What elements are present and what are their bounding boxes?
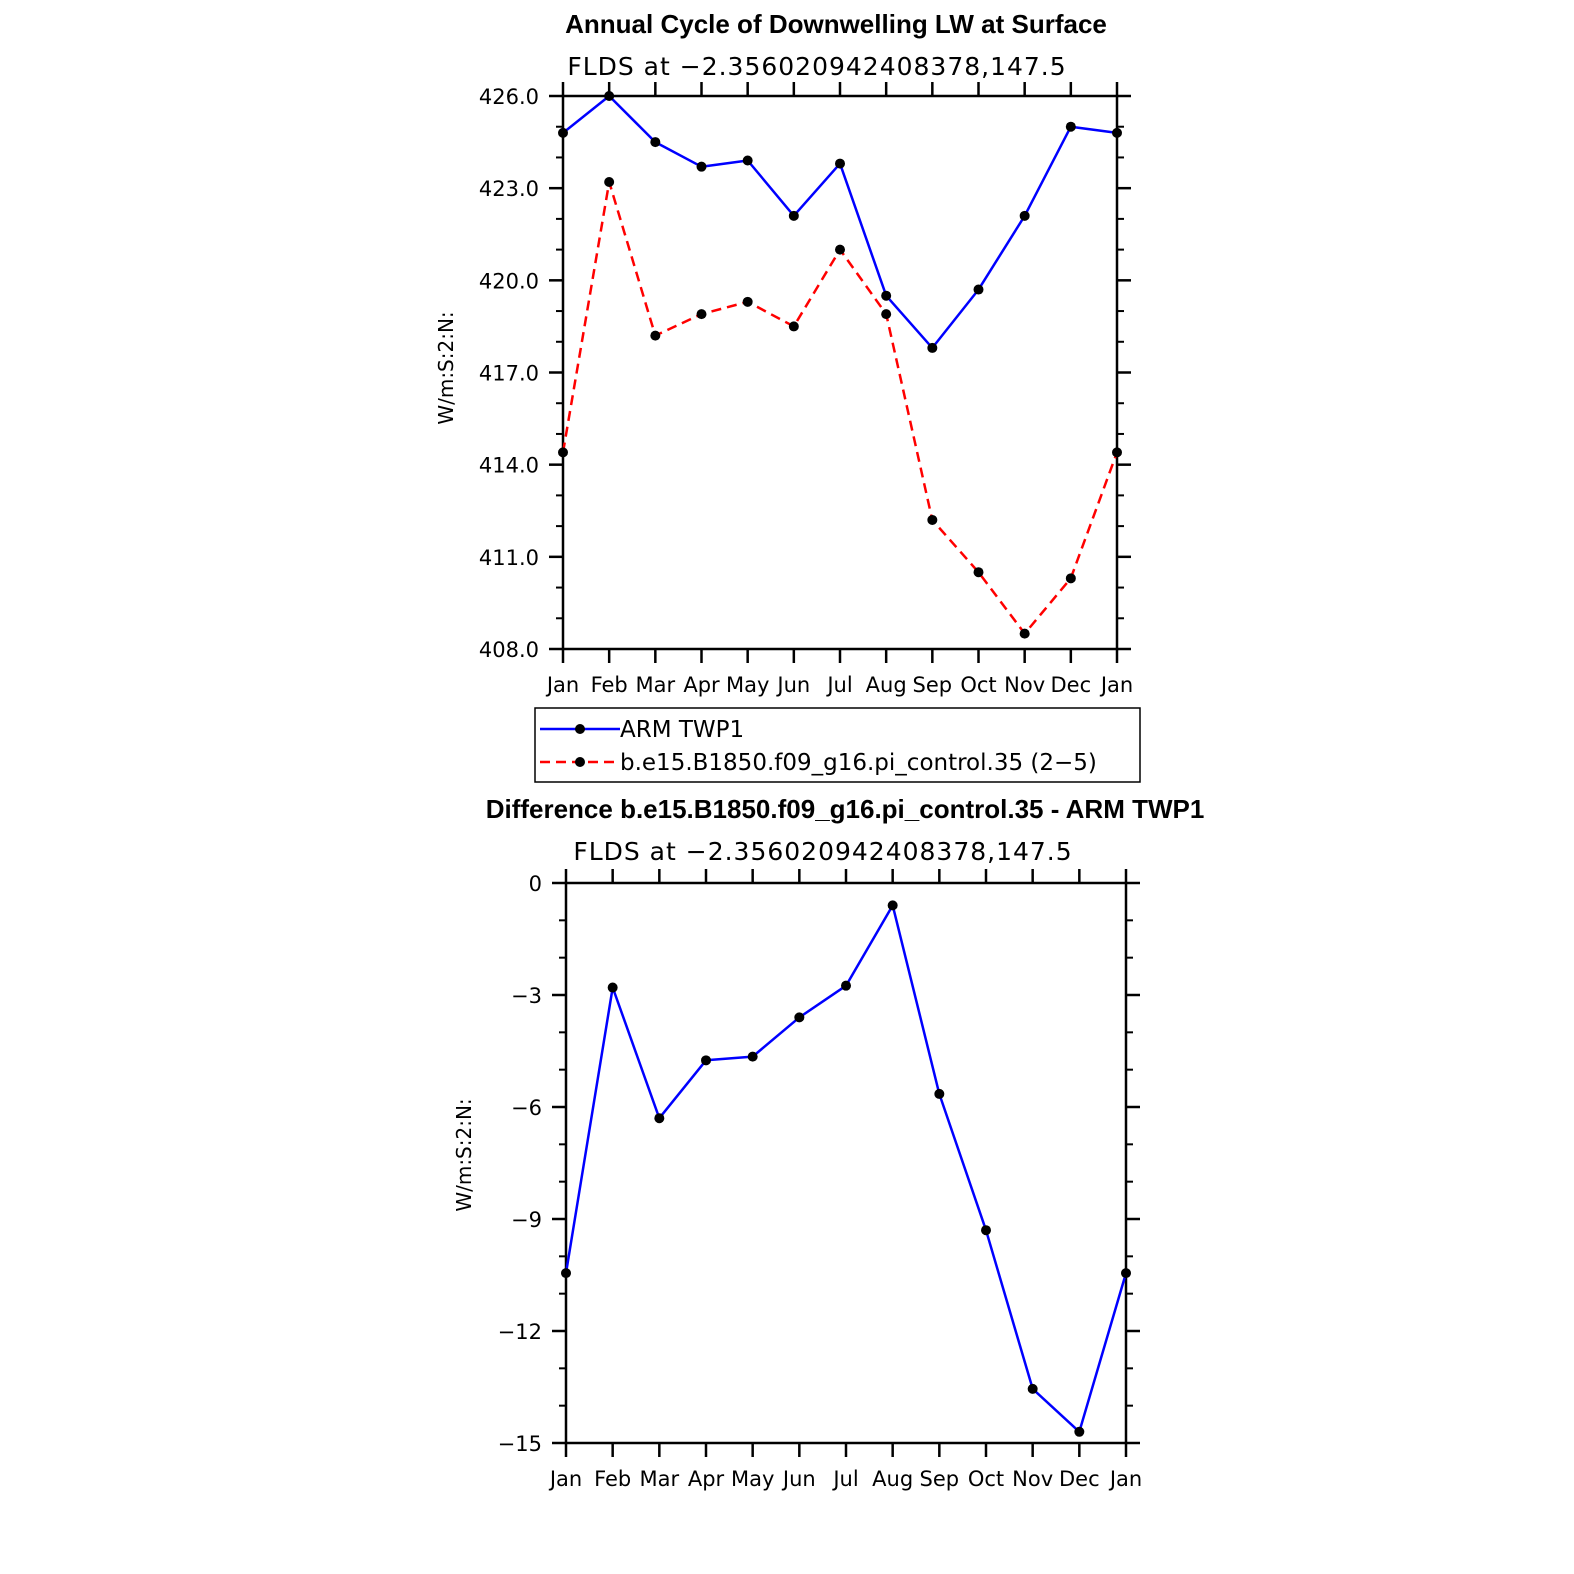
chart1-ylabel: W/m:S:2:N: bbox=[434, 311, 458, 424]
chart1-xtick-label: Jan bbox=[545, 673, 579, 697]
legend-label-arm: ARM TWP1 bbox=[620, 717, 744, 743]
chart1-series-point-0 bbox=[1019, 210, 1030, 221]
chart1-series-point-1 bbox=[650, 330, 661, 341]
chart1-series-point-0 bbox=[696, 161, 707, 172]
chart2-series-point-0 bbox=[841, 980, 851, 991]
chart1-xtick-label: Jun bbox=[775, 673, 810, 697]
chart1-xtick-label: Nov bbox=[1004, 673, 1045, 697]
chart1-plot: 408.0 411.0 414.0 417.0 420.0 423.0 426.0 Jan Fe… bbox=[479, 82, 1133, 697]
legend-marker-model bbox=[575, 757, 585, 767]
legend-marker-arm bbox=[575, 724, 585, 734]
chart1-ytick-label: 414.0 bbox=[479, 454, 539, 478]
chart2-xtick-label: Jan bbox=[1108, 1467, 1142, 1491]
chart2-series-point-0 bbox=[654, 1113, 665, 1124]
chart2-ytick-label: −12 bbox=[498, 1320, 542, 1344]
chart1-series-point-1 bbox=[835, 244, 845, 255]
chart1-series-point-0 bbox=[788, 210, 799, 221]
chart1-ytick-label: 420.0 bbox=[479, 269, 539, 293]
chart1-series-point-0 bbox=[973, 284, 984, 295]
chart2-ytick-label: −3 bbox=[511, 984, 542, 1008]
chart2-title: Difference b.e15.B1850.f09_g16.pi_contro… bbox=[486, 794, 1205, 824]
chart1-series-point-0 bbox=[1112, 127, 1122, 138]
chart1-xtick-label: Mar bbox=[636, 673, 676, 697]
chart2-ytick-label: −6 bbox=[511, 1096, 542, 1120]
chart1-series-point-0 bbox=[650, 137, 661, 148]
chart1-xtick-label: Dec bbox=[1051, 673, 1092, 697]
chart1-xtick-label: Aug bbox=[866, 673, 907, 697]
legend-box bbox=[534, 707, 1141, 783]
chart2-series-point-0 bbox=[934, 1088, 945, 1099]
chart2-series-point-0 bbox=[794, 1012, 805, 1023]
chart1-xtick-label: Jul bbox=[825, 673, 852, 697]
chart1-series-line-0 bbox=[562, 94, 1118, 350]
chart2-series-point-0 bbox=[561, 1268, 571, 1279]
chart1-series-point-0 bbox=[558, 127, 568, 138]
chart1-series-point-0 bbox=[881, 290, 892, 301]
chart1-ytick-label: 423.0 bbox=[479, 177, 539, 201]
chart1-series-point-1 bbox=[973, 567, 984, 578]
chart1-series-point-1 bbox=[742, 296, 753, 307]
chart1-series-point-1 bbox=[1019, 628, 1030, 639]
chart1-xtick-label: Apr bbox=[683, 673, 720, 697]
chart2-ytick-label: −9 bbox=[511, 1208, 542, 1232]
legend-label-model: b.e15.B1850.f09_g16.pi_control.35 (2−5) bbox=[620, 750, 1097, 776]
chart1-series-point-0 bbox=[1065, 121, 1076, 132]
chart2-ytick-label: 0 bbox=[529, 872, 542, 896]
chart1-title: Annual Cycle of Downwelling LW at Surfac… bbox=[565, 9, 1107, 39]
chart2-xtick-label: Jun bbox=[781, 1467, 816, 1491]
chart1-xtick-label: May bbox=[726, 673, 769, 697]
chart1-series-point-1 bbox=[696, 309, 707, 320]
chart1-xtick-label: Feb bbox=[591, 673, 628, 697]
chart1-subtitle: FLDS at −2.356020942408378,147.5 bbox=[567, 52, 1066, 81]
chart2-ytick-label: −15 bbox=[498, 1432, 542, 1456]
chart2-series-point-0 bbox=[747, 1051, 758, 1062]
chart2-xtick-label: Dec bbox=[1059, 1467, 1100, 1491]
chart2-xtick-label: Nov bbox=[1012, 1467, 1053, 1491]
chart1-series-point-1 bbox=[788, 321, 799, 332]
chart1-frame bbox=[561, 94, 1119, 651]
chart1-series-point-1 bbox=[881, 309, 892, 320]
chart1-ytick-label: 411.0 bbox=[479, 546, 539, 570]
chart1-series-point-0 bbox=[742, 155, 753, 166]
chart1-series-point-0 bbox=[604, 91, 615, 101]
chart2-xtick-label: Apr bbox=[688, 1467, 725, 1491]
chart1-xtick-label: Sep bbox=[913, 673, 953, 697]
chart2-xtick-label: Aug bbox=[872, 1467, 913, 1491]
chart2-series-point-0 bbox=[887, 900, 898, 911]
chart2-xtick-label: Jan bbox=[548, 1467, 582, 1491]
chart2-xtick-label: Jul bbox=[831, 1467, 858, 1491]
chart1-series-point-1 bbox=[1065, 573, 1076, 584]
chart2-series-point-0 bbox=[1027, 1383, 1038, 1394]
chart1-legend: ARM TWP1 b.e15.B1850.f09_g16.pi_control.… bbox=[534, 707, 1141, 783]
chart1-series-point-1 bbox=[604, 177, 615, 188]
chart2-xtick-label: Feb bbox=[594, 1467, 631, 1491]
chart1-xtick-label: Oct bbox=[960, 673, 996, 697]
chart2-xtick-label: Oct bbox=[968, 1467, 1004, 1491]
chart1-ytick-label: 426.0 bbox=[479, 85, 539, 109]
chart2-series-point-0 bbox=[701, 1055, 711, 1066]
chart2-xtick-label: May bbox=[731, 1467, 774, 1491]
chart1-ytick-label: 417.0 bbox=[479, 362, 539, 386]
chart2-xtick-label: Sep bbox=[920, 1467, 960, 1491]
chart2-ylabel: W/m:S:2:N: bbox=[452, 1098, 476, 1211]
chart1-series-point-0 bbox=[835, 158, 845, 169]
chart2-xtick-label: Mar bbox=[640, 1467, 680, 1491]
chart2-series-point-0 bbox=[981, 1225, 991, 1236]
chart2-series-point-0 bbox=[1074, 1426, 1085, 1437]
chart1-series-point-1 bbox=[558, 447, 568, 458]
chart2-plot: −15 −12 −9 −6 −3 0 Jan Feb Mar Apr May Jun Jul Aug Sep… bbox=[498, 869, 1142, 1491]
chart2-subtitle: FLDS at −2.356020942408378,147.5 bbox=[573, 837, 1072, 866]
chart2-series-point-0 bbox=[1121, 1268, 1131, 1279]
chart1-series-point-1 bbox=[927, 514, 938, 525]
chart1-xtick-label: Jan bbox=[1099, 673, 1133, 697]
chart1-ytick-label: 408.0 bbox=[479, 638, 539, 662]
chart2-frame bbox=[564, 881, 1128, 1445]
chart1-series-point-1 bbox=[1112, 447, 1122, 458]
chart1-series-point-0 bbox=[927, 342, 938, 353]
chart2-series-point-0 bbox=[607, 982, 618, 993]
